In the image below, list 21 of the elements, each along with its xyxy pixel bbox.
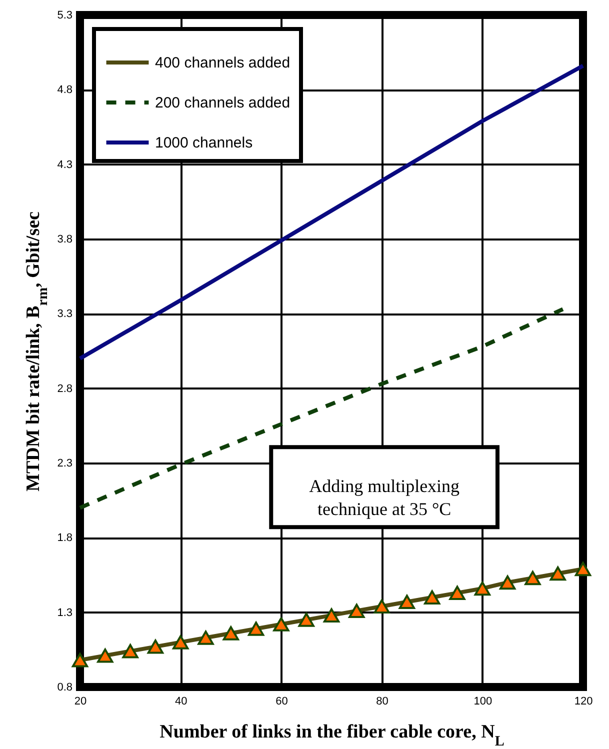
x-tick-label: 60 (276, 696, 288, 708)
y-tick-label: 2.3 (57, 458, 72, 470)
x-tick-label: 40 (174, 696, 188, 708)
y-tick-label: 4.8 (57, 84, 72, 96)
x-tick-label: 120 (574, 696, 593, 708)
y-tick-label: 4.3 (57, 158, 72, 171)
y-tick-label: 3.8 (57, 234, 72, 246)
y-tick-label: 2.8 (57, 382, 72, 395)
legend-label: 1000 channels (155, 134, 253, 152)
legend-label: 400 channels added (155, 54, 290, 72)
y-tick-label: 1.3 (57, 606, 72, 619)
x-tick-label: 100 (474, 696, 492, 708)
annotation: Adding multiplexing technique at 35 °C (309, 476, 460, 520)
x-axis-title: Number of links in the fiber cable core, N$_{L}$ (160, 722, 504, 749)
x-tick-label: 80 (376, 696, 388, 708)
y-tick-label: 1.8 (57, 532, 72, 544)
legend-label: 200 channels added (155, 94, 290, 112)
x-tick-label: 20 (74, 696, 87, 708)
y-tick-label: 0.8 (57, 682, 72, 694)
y-tick-label: 3.3 (57, 308, 72, 320)
y-tick-label: 5.3 (57, 10, 72, 22)
